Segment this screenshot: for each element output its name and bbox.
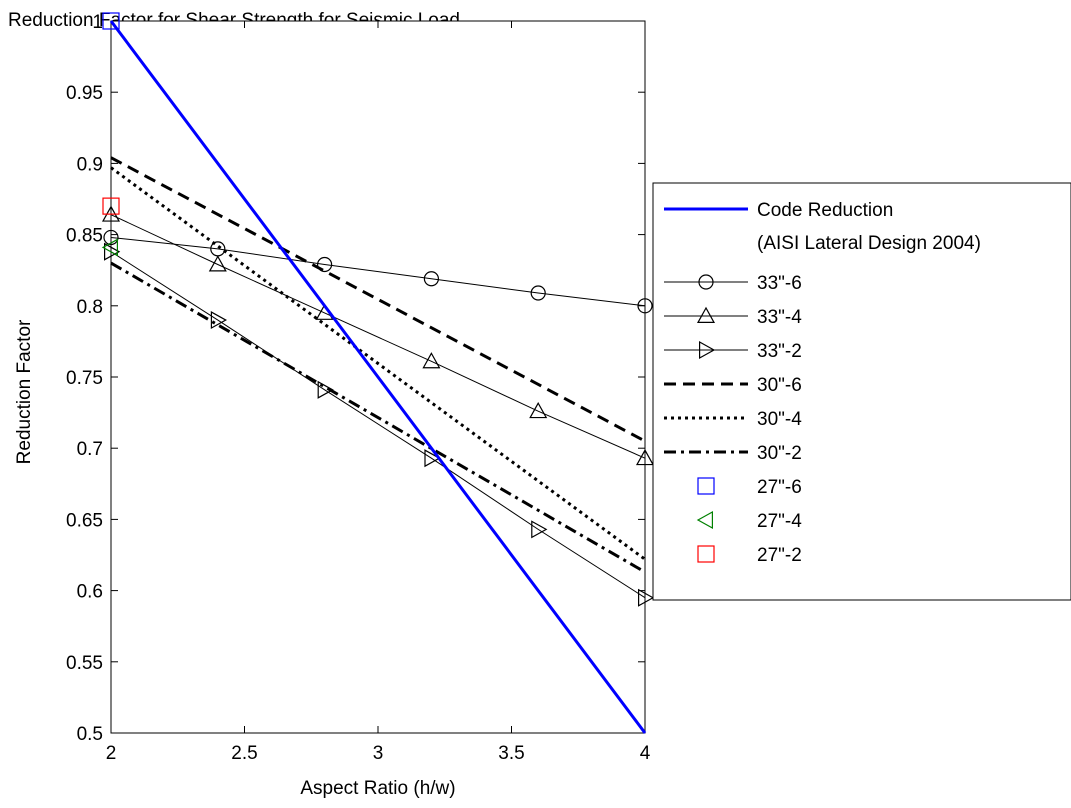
x-tick-label: 3: [373, 743, 384, 764]
data-point: [637, 298, 653, 314]
series-7: [102, 12, 120, 30]
y-tick-label: 0.9: [77, 154, 103, 175]
legend-marker: [696, 306, 716, 323]
legend-marker: [696, 510, 714, 530]
data-point: [317, 380, 334, 399]
data-point: [103, 242, 121, 261]
series-6: [110, 261, 646, 574]
series-line: [110, 251, 646, 599]
legend-marker: [698, 274, 714, 290]
series-1: [103, 229, 653, 314]
y-tick-label: 0.65: [66, 510, 103, 531]
y-tick-label: 0.8: [77, 297, 103, 318]
y-tick-label: 0.55: [66, 653, 103, 674]
legend-label: 27"-4: [757, 511, 802, 532]
legend-entry: Code Reduction (AISI Lateral Design 2004): [664, 200, 981, 254]
legend-label: 30"-4: [757, 409, 802, 430]
legend-label: 33"-4: [757, 307, 802, 328]
data-point: [317, 256, 333, 273]
series-9: [102, 197, 120, 215]
y-tick-label: 0.85: [66, 226, 103, 247]
legend-label-line2: (AISI Lateral Design 2004): [757, 233, 981, 254]
series-4: [110, 156, 646, 443]
series-line: [110, 261, 646, 574]
legend-label: 30"-6: [757, 375, 802, 396]
data-point: [101, 238, 119, 257]
legend-label: 27"-6: [757, 477, 802, 498]
data-point: [530, 285, 546, 301]
y-tick-label: 0.5: [77, 724, 103, 745]
legend-entry: 30"-4: [664, 409, 802, 430]
x-tick-label: 4: [640, 743, 651, 764]
legend-label: 30"-2: [757, 443, 802, 464]
legend-label: 33"-2: [757, 341, 802, 362]
legend: Code Reduction (AISI Lateral Design 2004)…: [652, 182, 1071, 601]
data-point: [208, 255, 227, 272]
legend-label: 33"-6: [757, 273, 802, 294]
legend-entry: 33"-6: [664, 273, 802, 294]
x-tick-label: 2: [106, 743, 117, 764]
series-line: [109, 20, 647, 734]
data-point: [424, 449, 441, 468]
y-tick-label: 1: [92, 12, 103, 33]
plot-series: [101, 12, 655, 734]
legend-marker: [697, 477, 715, 495]
axis-ticks: 2 2.5 3 3.5 4 0.5 0.55 0.6 0.65 0.7 0.75 0.8 0.85 0.9…: [66, 12, 651, 764]
data-point: [102, 12, 120, 30]
data-point: [422, 352, 441, 369]
y-tick-label: 0.75: [66, 368, 103, 389]
data-point: [103, 229, 119, 246]
legend-entry: 33"-4: [664, 306, 802, 328]
data-point: [423, 271, 439, 287]
y-tick-label: 0.95: [66, 83, 103, 104]
x-tick-label: 2.5: [231, 743, 257, 764]
data-point: [637, 588, 655, 607]
data-point: [531, 520, 548, 539]
x-tick-label: 3.5: [498, 743, 524, 764]
series-line: [110, 166, 646, 561]
data-point: [210, 311, 228, 330]
legend-entry: 30"-2: [664, 443, 802, 464]
data-point: [529, 401, 548, 419]
legend-entry: 30"-6: [664, 375, 802, 396]
legend-label: Code Reduction: [757, 200, 893, 221]
series-5: [110, 166, 646, 561]
x-axis-label: Aspect Ratio (h/w): [300, 778, 455, 799]
legend-entry: 27"-4: [696, 510, 802, 532]
y-tick-label: 0.7: [77, 439, 103, 460]
y-tick-label: 0.6: [77, 582, 103, 603]
series-line: [110, 214, 646, 459]
legend-box: [652, 182, 1071, 601]
series-line: [110, 236, 646, 307]
legend-entry: 33"-2: [664, 340, 802, 362]
legend-marker: [697, 545, 715, 563]
legend-marker: [698, 340, 716, 360]
legend-entry: 27"-6: [697, 477, 802, 498]
y-axis-label: Reduction Factor: [14, 319, 35, 464]
series-3: [103, 242, 655, 607]
series-8: [101, 238, 119, 257]
series-0: [109, 20, 647, 734]
data-point: [635, 448, 655, 466]
series-line: [110, 156, 646, 443]
data-point: [102, 197, 120, 215]
legend-label: 27"-2: [757, 545, 802, 566]
legend-entry: 27"-2: [697, 545, 802, 566]
